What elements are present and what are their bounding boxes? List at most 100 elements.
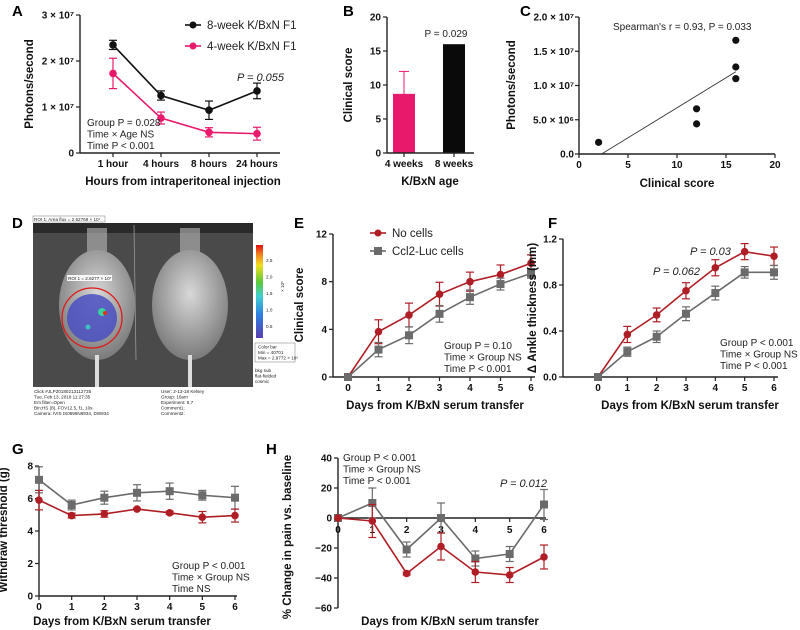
- legend-marker: [189, 21, 197, 29]
- x-tick-label: 20: [769, 160, 781, 171]
- y-axis-label: Photons/second: [506, 40, 518, 129]
- x-tick-label: 6: [528, 383, 534, 394]
- y-tick-label: 0.4: [543, 327, 557, 338]
- series-no-cells: [35, 489, 239, 524]
- legend-marker: [189, 42, 197, 50]
- y-tick-label: 0: [68, 149, 74, 160]
- data-point: [231, 493, 239, 502]
- acquisition-info: Camera: IVIS IS0696N6934, DW934: [34, 411, 109, 416]
- panel-letter-f: F: [548, 215, 557, 232]
- color-scale-tick: 2.0: [266, 275, 273, 280]
- color-scale-unit: × 10⁵: [280, 281, 285, 292]
- y-axis-label: % Change in pain vs. baseline: [282, 455, 294, 619]
- y-tick-label: 40: [321, 454, 333, 465]
- x-tick-label: 0: [335, 525, 341, 536]
- x-tick-label: 6: [771, 383, 777, 394]
- x-tick-label: 3: [134, 602, 140, 613]
- stats-text: Time NS: [172, 584, 211, 595]
- chart-panel-a: 0 1 × 10⁷ 2 × 10⁷ 3 × 10⁷ 1 hour 4 hours 8 hou…: [24, 11, 296, 189]
- data-point: [693, 120, 701, 128]
- y-tick-label: 0: [375, 149, 381, 160]
- data-point: [402, 545, 411, 554]
- color-scale-tick: 0.5: [266, 324, 273, 329]
- acquisition-info: User: 2-13-18 Kelsey: [161, 389, 205, 394]
- data-point: [35, 475, 43, 484]
- data-point: [368, 499, 377, 507]
- data-point: [505, 571, 514, 579]
- acquisition-info: Group: 10am: [161, 395, 188, 400]
- data-point: [435, 309, 444, 318]
- y-tick-label: 15: [370, 47, 382, 58]
- x-tick-label: 1 hour: [98, 159, 129, 170]
- panel-letter-g: G: [12, 441, 24, 458]
- roi-header: ROI 1: Area flux = 2.52769 × 10⁷: [34, 217, 101, 222]
- data-point: [471, 568, 480, 576]
- x-tick-label: 4 weeks: [385, 159, 424, 170]
- data-point: [682, 286, 690, 295]
- y-tick-label: 8: [321, 277, 327, 288]
- y-axis-label: Photons/second: [24, 39, 36, 128]
- data-point: [402, 569, 411, 578]
- data-point: [368, 517, 377, 525]
- y-tick-label: 3 × 10⁷: [42, 11, 74, 22]
- y-axis-label: Clinical score: [294, 268, 306, 343]
- x-tick-label: 2: [102, 602, 108, 613]
- legend-label: No cells: [392, 228, 433, 240]
- data-point: [109, 41, 117, 49]
- data-point: [374, 327, 383, 336]
- data-point: [770, 268, 778, 277]
- bioluminescence-image-panel: ROI 1 = 2.6277 × 10⁷ ROI 1: Area flux = 2…: [32, 215, 298, 416]
- data-point: [527, 269, 535, 278]
- data-point: [527, 259, 535, 267]
- x-tick-label: 1: [376, 383, 382, 394]
- acquisition-info: Tue, Feb 13, 2018 11:27:35: [34, 395, 91, 400]
- y-tick-label: 0.0: [543, 373, 557, 384]
- stats-text: Group P < 0.001: [172, 561, 246, 572]
- x-axis-label: Days from K/BxN serum transfer: [601, 400, 779, 412]
- data-point: [740, 268, 749, 277]
- x-tick-label: 6: [541, 525, 547, 536]
- mouse-tail: [188, 355, 192, 387]
- chart-panel-b: 4 weeks 8 weeks 0 5 10 15 20 K/BxN age Clinical …: [343, 13, 474, 188]
- data-point: [405, 311, 413, 319]
- y-tick-label: 1.2: [543, 235, 557, 246]
- data-point: [205, 106, 213, 115]
- x-tick-label: 2: [654, 383, 660, 394]
- p-value-annotation: P = 0.03: [690, 246, 732, 258]
- y-tick-label: 2: [27, 559, 33, 570]
- y-tick-label: 0: [27, 592, 33, 603]
- data-point: [496, 270, 505, 279]
- y-tick-label: 0.0: [560, 150, 574, 161]
- panel-letter-a: A: [12, 3, 23, 20]
- roi-label: ROI 1 = 2.6277 × 10⁷: [68, 276, 112, 281]
- data-point: [165, 487, 174, 496]
- imaging-stage-bar: [33, 223, 253, 233]
- stats-text: Time × Group NS: [444, 353, 522, 364]
- data-point: [466, 277, 474, 286]
- x-tick-label: 2: [406, 383, 412, 394]
- color-bar-info: Color bar: [258, 345, 277, 350]
- series-no-cells: [334, 503, 548, 584]
- chart-panel-f: 0.0 0.4 0.8 1.2 0 1 2 3 4 5 6 Days from K/BxN serum…: [527, 235, 798, 413]
- data-point: [334, 514, 342, 522]
- x-tick-label: 24 hours: [236, 159, 278, 170]
- acquisition-info: Experiment: 6,7: [161, 400, 194, 405]
- y-tick-label: −20: [315, 544, 332, 555]
- stats-text: Time × Age NS: [87, 130, 154, 141]
- y-tick-label: −60: [315, 604, 332, 615]
- data-point: [471, 554, 480, 563]
- data-point: [157, 91, 165, 100]
- x-tick-label: 1: [625, 383, 631, 394]
- x-tick-label: 4: [167, 602, 173, 613]
- x-axis-label: K/BxN age: [401, 176, 459, 188]
- data-point: [435, 290, 444, 298]
- x-tick-label: 15: [720, 160, 732, 171]
- data-point: [133, 505, 141, 513]
- acquisition-info: Bin:HS (8), FOV12.5, f1, 10s: [34, 406, 93, 411]
- x-tick-label: 0: [36, 602, 42, 613]
- imaging-note: cosmic: [255, 379, 270, 384]
- mouse-tail: [95, 355, 99, 387]
- data-point: [540, 553, 548, 561]
- legend-marker: [374, 229, 382, 237]
